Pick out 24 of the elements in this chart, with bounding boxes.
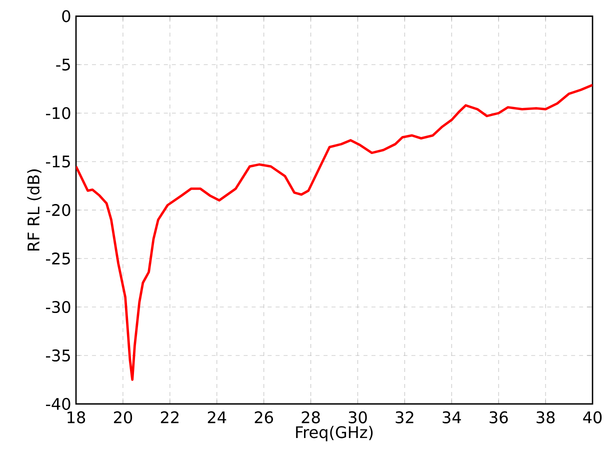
x-tick-label: 36 (490, 411, 508, 424)
y-tick-label: 0 (62, 10, 70, 22)
y-axis-title: RF RL (dB) (27, 169, 42, 250)
x-tick-label: 28 (302, 411, 320, 424)
y-tick-label: -5 (56, 58, 70, 71)
y-tick-label: -40 (46, 398, 70, 410)
x-axis-title: Freq(GHz) (296, 426, 373, 442)
x-tick-label: 20 (114, 411, 132, 424)
x-tick-label: 30 (348, 411, 367, 424)
x-tick-label: 22 (160, 411, 178, 424)
y-tick-label: -20 (46, 204, 70, 216)
y-tick-label: -25 (46, 252, 70, 265)
x-tick-label: 26 (254, 411, 273, 424)
x-tick-label: 40 (583, 411, 602, 424)
y-tick-label: -30 (46, 300, 70, 314)
x-tick-label: 18 (68, 411, 86, 424)
y-tick-label: -35 (46, 349, 70, 362)
x-tick-label: 32 (396, 411, 414, 424)
y-tick-label: -15 (46, 156, 70, 168)
y-tick-label: -10 (46, 107, 70, 120)
x-tick-label: 24 (208, 411, 226, 424)
x-tick-label: 34 (442, 411, 461, 424)
line-series (76, 84, 593, 381)
x-tick-label: 38 (536, 411, 555, 424)
